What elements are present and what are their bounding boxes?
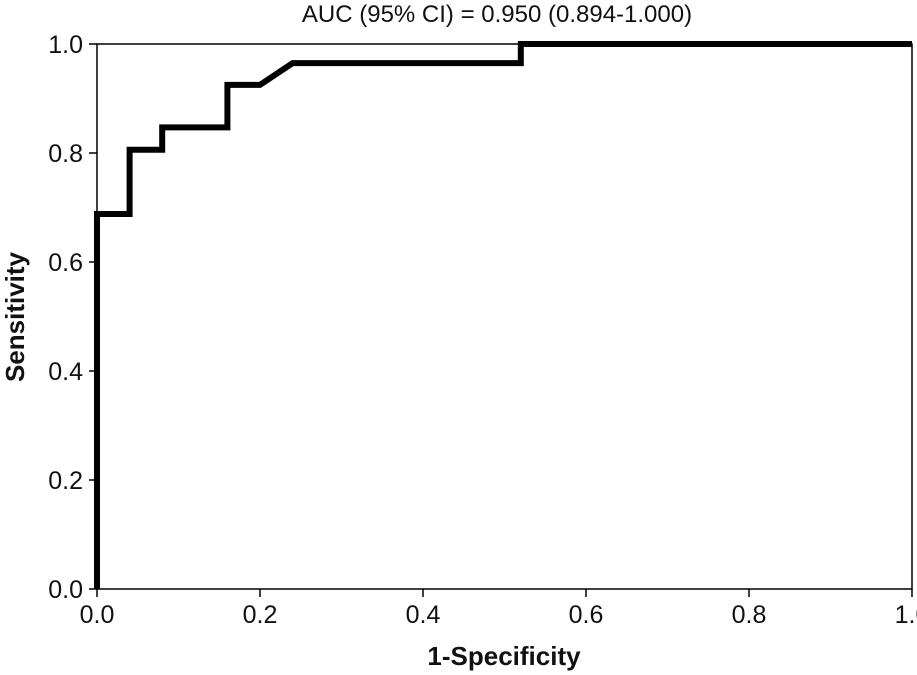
x-tick-label: 1.0 (895, 601, 917, 629)
chart-title: AUC (95% CI) = 0.950 (0.894-1.000) (302, 1, 692, 28)
y-tick-label: 0.4 (48, 358, 83, 386)
y-tick-label: 1.0 (48, 31, 83, 59)
y-tick-label: 0.0 (48, 576, 83, 604)
x-tick-label: 0.6 (569, 601, 604, 629)
plot-frame (96, 43, 913, 590)
y-tick-label: 0.2 (48, 467, 83, 495)
x-tick-label: 0.4 (406, 601, 441, 629)
y-tick-label: 0.6 (48, 249, 83, 277)
x-tick-label: 0.8 (732, 601, 767, 629)
x-axis-title: 1-Specificity (427, 641, 581, 671)
x-tick-label: 0.2 (243, 601, 278, 629)
y-axis-ticks: 0.0 0.2 0.4 0.6 0.8 1.0 (48, 31, 97, 604)
y-tick-label: 0.8 (48, 140, 83, 168)
y-axis-title: Sensitivity (0, 251, 30, 382)
x-tick-label: 0.0 (80, 601, 115, 629)
x-axis-ticks: 0.0 0.2 0.4 0.6 0.8 1.0 (80, 589, 917, 629)
roc-curve (94, 41, 912, 589)
